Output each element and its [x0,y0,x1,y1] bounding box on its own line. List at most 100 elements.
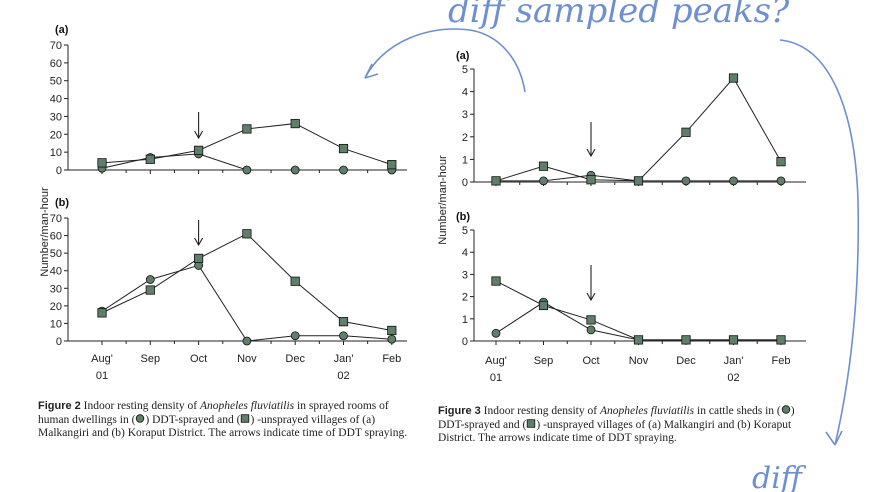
fig3a-square-point [728,73,739,83]
fig3-x-tick-sublabel: 02 [727,372,739,384]
fig2a-spray-arrow [194,112,204,140]
fig2b-square-point [193,253,204,264]
fig3b-circle-series-line [495,301,781,341]
fig3a-y-tick-label: 1 [462,154,468,166]
fig2b-square-point [97,308,107,318]
fig3b-square-point [776,335,786,345]
square-marker-icon [241,414,250,423]
figure-2-panel-b-label: (b) [55,197,69,209]
fig2a-y-tick-label: 0 [56,165,62,177]
fig2b-y-tick-label: 40 [50,266,62,278]
fig3-x-tick-label: Nov [629,355,649,367]
figure-2-panel-a-label: (a) [55,24,69,36]
fig2b-square-point [290,276,300,286]
fig3a-y-tick-label: 0 [462,177,468,189]
fig2b-square-point [242,229,252,239]
figure-3-y-axis-label: Number/man-hour [437,155,449,245]
handwritten-arrow-left [364,28,526,93]
fig3a-y-tick-label: 4 [462,87,468,99]
fig2a-square-point [242,124,252,134]
fig2a-y-tick-label: 20 [50,129,62,141]
fig2a-circle-point [290,165,300,175]
fig2-x-tick-label: Dec [285,353,305,365]
fig3a-square-point [491,176,501,186]
fig2a-square-point [97,158,107,168]
fig2b-y-tick-label: 0 [56,336,62,348]
fig2b-y-tick-label: 10 [50,318,62,330]
fig2-x-tick-label: Nov [237,353,257,365]
fig3b-y-tick-label: 0 [462,336,468,348]
fig3b-square-point [586,315,596,325]
fig2-x-tick-label: Sep [141,353,161,365]
handwritten-annotations: diff sampled peaks? diff [364,0,860,492]
fig3-x-tick-label: Oct [582,355,599,367]
fig2-x-tick-label: Jan' [334,353,354,365]
fig2b-spray-arrow-head [194,237,204,247]
figure-2-panel-a: 0 10 20 30 40 50 60 70 [50,40,407,177]
fig3a-spray-arrow [586,122,596,158]
fig2a-y-tick-label: 10 [50,147,62,159]
fig2a-square-point [338,143,349,154]
fig3b-spray-arrow [586,265,596,302]
fig2b-square-point [145,285,155,295]
fig2a-square-point [145,154,155,164]
figure-2-y-axis-label: Number/man-hour [39,187,51,277]
fig3a-square-point [633,176,644,186]
fig2b-circle-point [290,331,300,341]
fig2b-y-tick-label: 30 [50,283,62,295]
fig3b-circle-point [586,325,596,335]
figure-3-caption: Figure 3 Indoor resting density of Anoph… [438,405,795,444]
fig2-x-tick-sublabel: 01 [96,370,108,382]
fig2b-circle-point [242,336,252,346]
figure-2-caption: Figure 2 Indoor resting density of Anoph… [38,400,408,439]
figure-2-caption-species: Anopheles fluviatilis [199,400,295,412]
fig2a-y-tick-label: 30 [50,111,62,123]
fig3a-spray-arrow-head [586,148,596,158]
fig3b-square-point [633,335,644,345]
fig2a-square-point [290,118,300,129]
fig2b-square-point [338,317,349,327]
figure-2-x-axis-labels: Aug' 01 Sep Oct Nov Dec Jan' 02 Feb [91,353,401,382]
fig3b-y-tick-label: 1 [462,314,468,326]
figure-2-caption-number: Figure 2 [38,400,81,412]
figure-3-panel-a-label: (a) [456,50,470,62]
fig2a-spray-arrow-head [194,130,204,140]
handwritten-arrow-right [779,39,860,446]
square-marker-icon [527,419,536,428]
fig3-x-tick-label: Sep [534,355,554,367]
fig3a-square-series-line [495,77,782,182]
fig2a-square-point [387,160,397,170]
fig3a-y-tick-label: 5 [462,64,468,76]
fig3b-square-point [681,335,691,345]
fig3a-square-point [538,161,549,171]
fig3b-square-point [491,276,501,286]
fig3b-y-tick-label: 3 [462,269,468,281]
fig2a-circle-point [339,165,348,175]
figure-3-x-axis-labels: Aug' 01 Sep Oct Nov Dec Jan' 02 Feb [485,355,790,384]
fig2b-y-tick-label: 50 [50,248,62,260]
handwritten-bottom-note: diff [752,461,807,492]
fig3b-square-point [538,300,549,311]
fig3a-circle-point [776,176,786,186]
fig3a-square-point [776,157,786,167]
fig2a-square-point [193,145,204,155]
fig3-x-tick-label: Feb [772,355,791,367]
fig3a-y-tick-label: 2 [462,132,468,144]
fig2b-square-point [387,325,397,336]
fig3-x-tick-label: Jan' [724,355,744,367]
fig3b-y-tick-label: 2 [462,292,468,304]
fig3a-circle-point [681,176,691,186]
fig3-x-tick-label: Dec [676,355,696,367]
fig2a-y-tick-label: 50 [50,76,62,88]
fig3a-circle-point [729,176,738,186]
fig3-x-tick-sublabel: 01 [490,372,502,384]
fig3b-square-series-line [495,280,781,341]
fig2b-circle-point [339,331,348,341]
fig2a-y-tick-label: 70 [50,40,62,52]
fig2a-circle-point [242,165,252,175]
fig2b-y-tick-label: 20 [50,301,62,313]
fig2-x-tick-label: Feb [382,353,401,365]
fig3a-y-tick-label: 3 [462,109,468,121]
